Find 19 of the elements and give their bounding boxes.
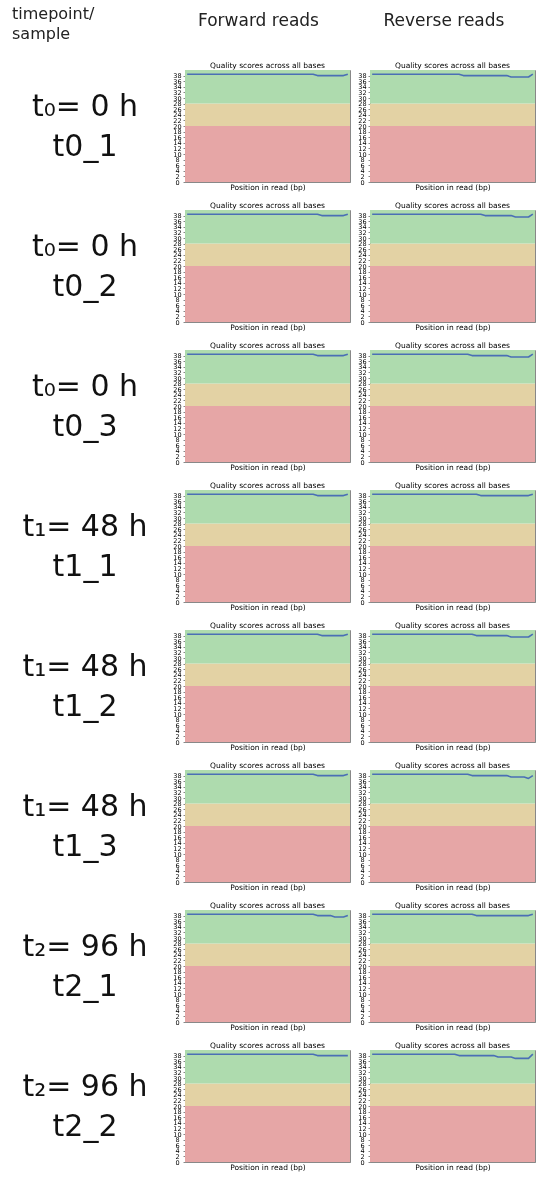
text: t₀= 0 h (31, 368, 139, 403)
text: t0_3 (52, 408, 118, 443)
text: Forward reads (197, 9, 320, 32)
text: t₁= 48 h (22, 648, 148, 683)
text: t0_2 (52, 268, 118, 303)
text: Reverse reads (382, 9, 506, 32)
text: t1_3 (52, 828, 118, 863)
text: t0_1 (52, 128, 118, 163)
text: t₂= 96 h (22, 1068, 148, 1103)
text: t₂= 96 h (22, 928, 148, 963)
text: timepoint/ sample (11, 3, 96, 45)
text: t2_1 (52, 968, 118, 1003)
text: t₁= 48 h (22, 788, 148, 823)
text: t₀= 0 h (31, 88, 139, 123)
text: t1_1 (52, 548, 118, 583)
text: t₀= 0 h (31, 228, 139, 263)
text: t2_2 (52, 1108, 118, 1143)
text: t₁= 48 h (22, 508, 148, 543)
text: t1_2 (52, 688, 118, 723)
